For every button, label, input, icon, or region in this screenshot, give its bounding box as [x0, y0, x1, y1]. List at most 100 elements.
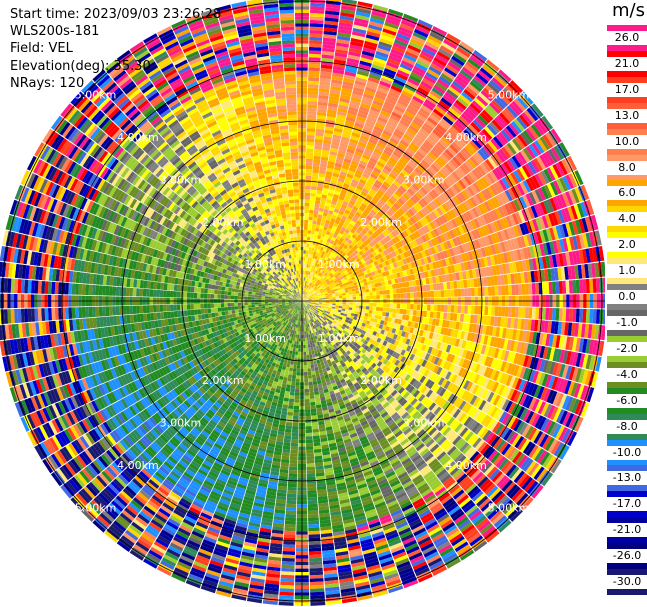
range-gate-cell: [368, 21, 384, 28]
range-gate-cell: [417, 56, 431, 66]
range-gate-cell: [347, 109, 358, 116]
range-gate-cell: [379, 294, 384, 299]
range-gate-cell: [309, 36, 323, 41]
range-gate-cell: [332, 301, 336, 304]
range-gate-cell: [303, 253, 306, 258]
range-gate-cell: [369, 135, 380, 142]
range-gate-cell: [317, 260, 321, 265]
range-gate-cell: [324, 24, 338, 29]
range-gate-cell: [351, 307, 356, 311]
range-gate-cell: [306, 141, 315, 146]
range-gate-cell: [365, 34, 380, 41]
range-gate-cell: [303, 246, 307, 251]
range-gate-cell: [368, 138, 378, 145]
range-gate-cell: [314, 231, 319, 236]
range-gate-cell: [370, 14, 386, 22]
range-gate-cell: [332, 69, 345, 75]
range-gate-cell: [376, 47, 390, 55]
range-gate-cell: [314, 142, 323, 147]
range-gate-cell: [311, 244, 316, 249]
range-gate-cell: [336, 38, 350, 45]
range-gate-cell: [358, 308, 363, 313]
range-gate-cell: [345, 294, 350, 298]
range-gate-cell: [433, 304, 438, 312]
range-gate-cell: [320, 156, 329, 162]
range-gate-cell: [349, 297, 353, 300]
range-gate-cell: [377, 87, 389, 95]
range-gate-cell: [308, 250, 312, 255]
range-gate-cell: [338, 221, 344, 227]
range-gate-cell: [359, 302, 363, 306]
range-gate-cell: [379, 80, 392, 88]
range-gate-cell: [331, 225, 337, 231]
range-gate-cell: [309, 279, 313, 283]
range-gate-cell: [321, 258, 325, 263]
range-gate-cell: [309, 19, 324, 24]
range-gate-cell: [344, 123, 354, 129]
range-gate-cell: [304, 195, 311, 200]
range-gate-cell: [342, 302, 347, 305]
range-gate-cell: [331, 137, 341, 143]
range-gate-cell: [302, 270, 305, 274]
range-gate-cell: [340, 8, 356, 15]
range-gate-cell: [319, 265, 324, 270]
range-gate-cell: [340, 226, 347, 232]
range-gate-cell: [364, 86, 377, 94]
range-gate-cell: [348, 106, 359, 113]
range-gate-cell: [414, 28, 429, 38]
range-gate-cell: [422, 284, 427, 292]
range-gate-cell: [306, 267, 309, 272]
range-gate-cell: [331, 244, 336, 249]
range-gate-cell: [317, 108, 327, 113]
range-gate-cell: [325, 198, 332, 204]
range-gate-cell: [364, 285, 369, 290]
range-gate-cell: [396, 293, 401, 299]
range-gate-cell: [514, 306, 519, 318]
range-gate-cell: [304, 280, 306, 285]
range-gate-cell: [318, 173, 326, 178]
range-gate-cell: [312, 262, 316, 266]
range-gate-cell: [335, 121, 345, 127]
range-gate-cell: [304, 291, 306, 295]
range-gate-cell: [310, 279, 314, 284]
range-gate-cell: [369, 17, 385, 25]
range-gate-cell: [384, 100, 396, 109]
range-gate-cell: [565, 280, 570, 294]
range-gate-cell: [423, 44, 438, 54]
range-gate-cell: [309, 33, 323, 38]
range-gate-cell: [398, 26, 414, 35]
range-gate-cell: [310, 251, 314, 255]
range-gate-cell: [369, 157, 378, 164]
range-gate-cell: [535, 282, 540, 295]
range-gate-cell: [313, 237, 317, 242]
range-gate-cell: [394, 128, 405, 137]
range-gate-cell: [501, 285, 506, 296]
range-gate-cell: [402, 56, 416, 66]
range-gate-cell: [338, 146, 347, 152]
range-gate-cell: [306, 288, 309, 293]
range-gate-cell: [394, 39, 408, 48]
range-gate-cell: [307, 104, 318, 109]
range-gate-cell: [345, 306, 350, 310]
range-gate-cell: [333, 222, 339, 228]
range-gate-cell: [318, 299, 323, 301]
range-gate-cell: [346, 61, 359, 67]
range-gate-cell: [382, 103, 394, 112]
range-gate-cell: [309, 203, 315, 207]
range-gate-cell: [316, 190, 323, 195]
range-gate-cell: [303, 295, 306, 299]
range-gate-cell: [318, 228, 324, 233]
range-gate-cell: [306, 145, 314, 149]
range-gate-cell: [303, 256, 306, 261]
range-gate-cell: [331, 200, 337, 206]
range-gate-cell: [314, 255, 318, 260]
range-gate-cell: [303, 287, 305, 292]
range-gate-cell: [363, 150, 372, 158]
range-gate-cell: [391, 45, 406, 54]
range-gate-cell: [518, 307, 523, 318]
range-gate-cell: [353, 125, 363, 132]
range-gate-cell: [355, 293, 360, 297]
range-gate-cell: [340, 94, 351, 100]
range-gate-cell: [347, 214, 354, 221]
